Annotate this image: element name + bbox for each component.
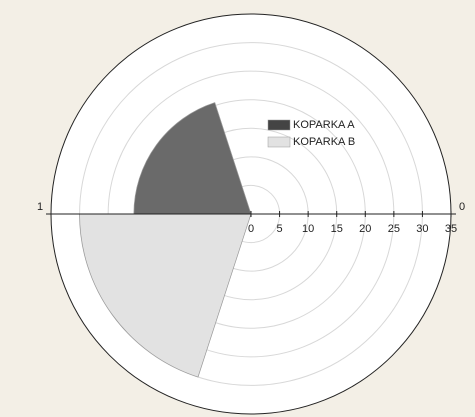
legend-swatch [267, 136, 291, 148]
legend-label: KOPARKA A [293, 119, 355, 131]
r-tick-label: 5 [277, 223, 283, 235]
sector [79, 213, 252, 378]
theta-tick-label: 0 [459, 201, 465, 213]
legend-label: KOPARKA B [293, 136, 355, 148]
legend-swatch [267, 119, 291, 131]
sector [133, 102, 252, 215]
r-tick-label: 30 [416, 223, 428, 235]
r-tick-label: 20 [359, 223, 371, 235]
r-tick-label: 0 [248, 223, 254, 235]
r-tick-label: 35 [445, 223, 457, 235]
theta-tick-label: 1 [37, 201, 43, 213]
r-tick-label: 15 [331, 223, 343, 235]
r-tick-label: 25 [388, 223, 400, 235]
r-tick-label: 10 [302, 223, 314, 235]
